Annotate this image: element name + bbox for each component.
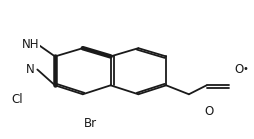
Text: NH: NH [22,38,39,51]
Text: •: • [243,64,249,75]
Text: Br: Br [84,117,97,130]
Text: Cl: Cl [11,93,23,106]
Text: O: O [234,63,244,76]
Text: N: N [26,63,35,76]
Text: O: O [204,105,214,118]
